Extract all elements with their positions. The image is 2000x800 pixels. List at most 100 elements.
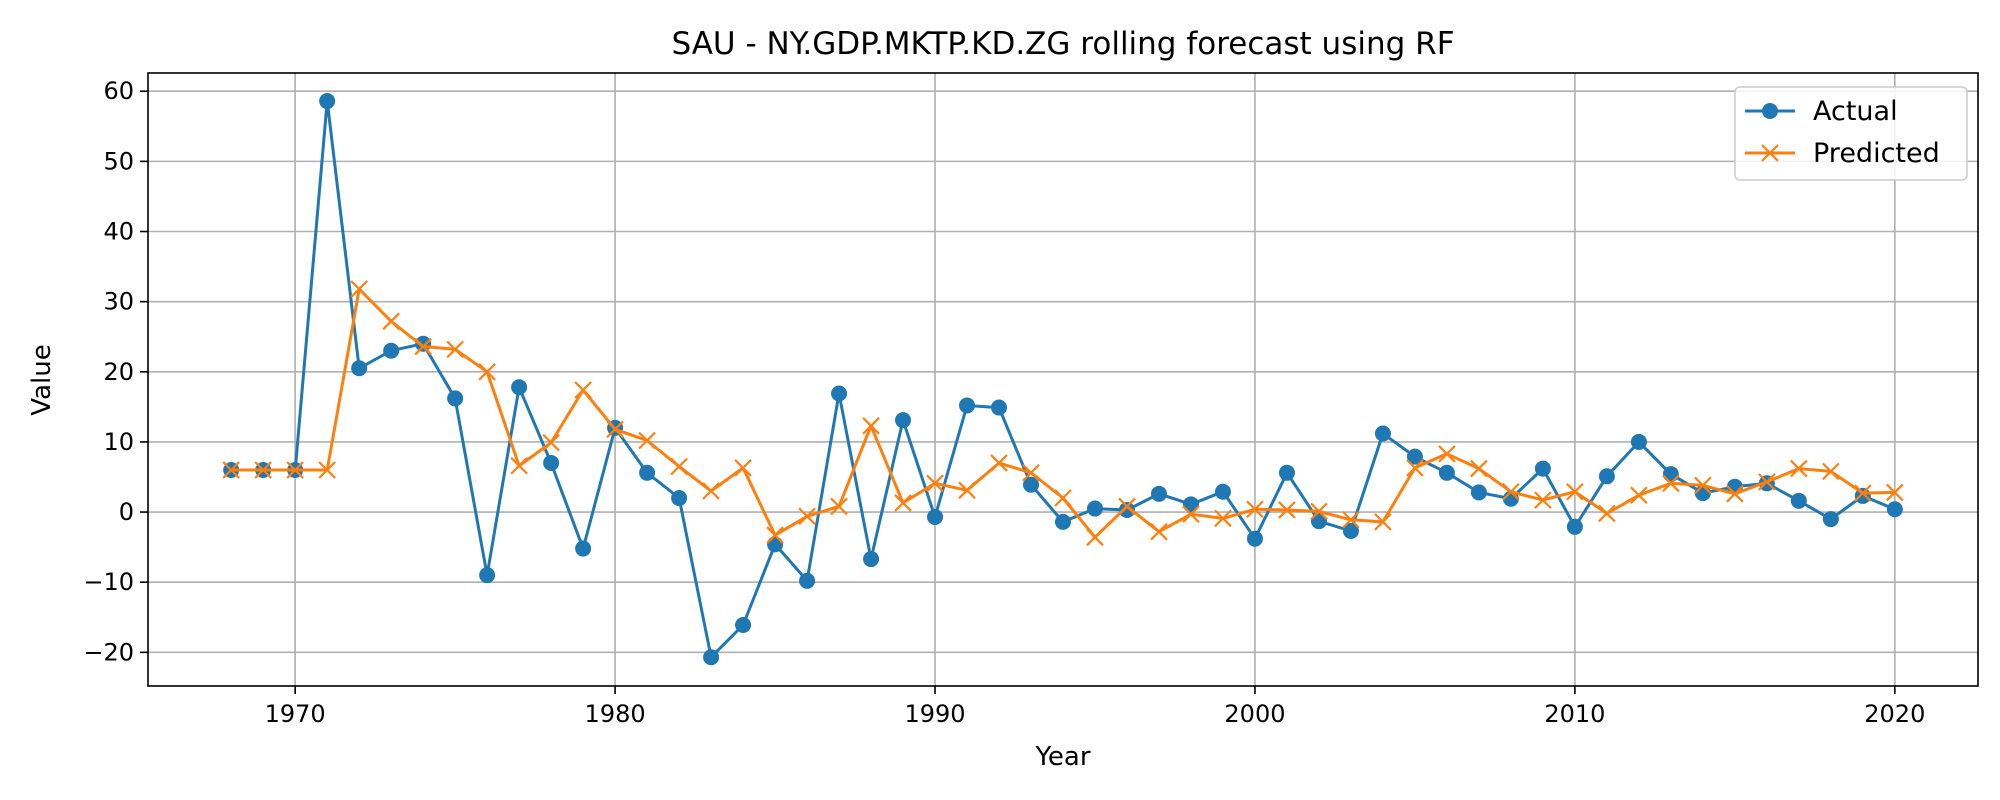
- data-point: [414, 337, 432, 356]
- chart-title: SAU - NY.GDP.MKTP.KD.ZG rolling forecast…: [671, 26, 1454, 62]
- axis-ticks: 1970 1980 1990 2000 2010 2020 −20 −10 0 10 20 30 40 5…: [83, 77, 1925, 728]
- data-point: [1822, 511, 1839, 528]
- data-point: [1086, 528, 1104, 547]
- data-point: [319, 93, 336, 110]
- y-tick-label: 60: [103, 77, 134, 105]
- y-tick-label: 30: [103, 288, 134, 316]
- y-tick-label: 40: [103, 218, 134, 246]
- data-point: [1310, 502, 1328, 521]
- data-point: [1182, 505, 1200, 523]
- data-point: [1630, 433, 1647, 450]
- data-point: [670, 457, 688, 476]
- data-point: [542, 433, 560, 452]
- data-point: [1762, 103, 1778, 119]
- data-point: [1022, 464, 1040, 482]
- data-point: [1055, 513, 1071, 530]
- data-point: [575, 540, 592, 557]
- data-point: [1406, 448, 1423, 465]
- data-point: [1054, 489, 1072, 507]
- data-point: [959, 397, 976, 414]
- data-point: [703, 649, 720, 666]
- data-point: [1182, 496, 1199, 513]
- data-point: [1726, 485, 1744, 503]
- data-point: [383, 342, 400, 359]
- data-point: [382, 312, 400, 331]
- data-point: [638, 431, 656, 450]
- data-point: [1761, 144, 1779, 162]
- data-point: [1150, 522, 1168, 541]
- data-point: [831, 385, 848, 402]
- data-point: [991, 399, 1008, 416]
- x-tick-label: 2020: [1864, 700, 1925, 728]
- data-point: [1662, 466, 1679, 483]
- data-point: [222, 461, 240, 479]
- data-point: [543, 454, 560, 471]
- x-axis-title: Year: [1034, 742, 1090, 772]
- y-tick-label: 0: [119, 498, 134, 526]
- data-point: [510, 456, 528, 475]
- data-point: [1758, 473, 1776, 491]
- data-point: [735, 616, 752, 633]
- data-point: [1118, 501, 1135, 518]
- legend-label: Actual: [1813, 96, 1898, 127]
- plot-frame: [147, 72, 1979, 687]
- data-point: [1598, 468, 1615, 485]
- data-point: [702, 482, 720, 500]
- data-point: [1086, 500, 1103, 517]
- data-point: [1214, 483, 1231, 500]
- data-point: [798, 507, 816, 526]
- data-point: [1342, 510, 1360, 529]
- data-point: [1246, 530, 1263, 547]
- data-point: [1534, 491, 1552, 509]
- data-point: [1886, 501, 1903, 518]
- y-tick-label: 20: [103, 358, 134, 386]
- data-point: [1278, 501, 1296, 519]
- data-point: [574, 381, 592, 399]
- data-point: [671, 490, 688, 507]
- data-point: [1662, 474, 1680, 493]
- legend: Actual Predicted: [1734, 86, 1968, 181]
- data-point: [863, 551, 880, 568]
- x-tick-label: 1990: [904, 700, 965, 728]
- x-tick-label: 1980: [585, 700, 646, 728]
- data-point: [766, 526, 784, 544]
- y-tick-label: −20: [83, 638, 134, 666]
- data-point: [958, 481, 976, 500]
- data-point: [1854, 484, 1872, 502]
- data-point: [478, 363, 496, 381]
- data-point: [1342, 522, 1359, 539]
- data-point: [446, 340, 464, 359]
- data-point: [606, 420, 624, 439]
- data-point: [1406, 459, 1424, 477]
- data-point: [639, 464, 656, 481]
- x-tick-label: 2000: [1224, 700, 1285, 728]
- data-point: [1790, 492, 1807, 509]
- data-point: [1502, 482, 1520, 501]
- data-point: [927, 508, 944, 525]
- data-point: [511, 379, 528, 396]
- data-point: [1438, 445, 1456, 463]
- legend-item-predicted: Predicted: [1745, 138, 1940, 169]
- legend-label: Predicted: [1813, 138, 1940, 169]
- legend-item-actual: Actual: [1745, 96, 1898, 127]
- data-point: [1822, 462, 1840, 481]
- y-tick-label: 10: [103, 428, 134, 456]
- data-point: [1598, 504, 1616, 523]
- data-point: [1886, 483, 1904, 502]
- data-point: [1118, 497, 1136, 516]
- data-point: [1790, 459, 1808, 478]
- data-point: [1470, 459, 1488, 478]
- data-point: [734, 459, 752, 477]
- data-point: [447, 390, 464, 407]
- data-point: [1534, 460, 1551, 477]
- data-point: [1566, 518, 1583, 535]
- data-point: [894, 494, 912, 512]
- data-point: [1310, 513, 1327, 530]
- series-actual: [223, 93, 1903, 666]
- data-point: [1150, 485, 1167, 502]
- data-point: [1278, 464, 1295, 481]
- data-point: [830, 497, 848, 516]
- data-point: [1470, 484, 1487, 501]
